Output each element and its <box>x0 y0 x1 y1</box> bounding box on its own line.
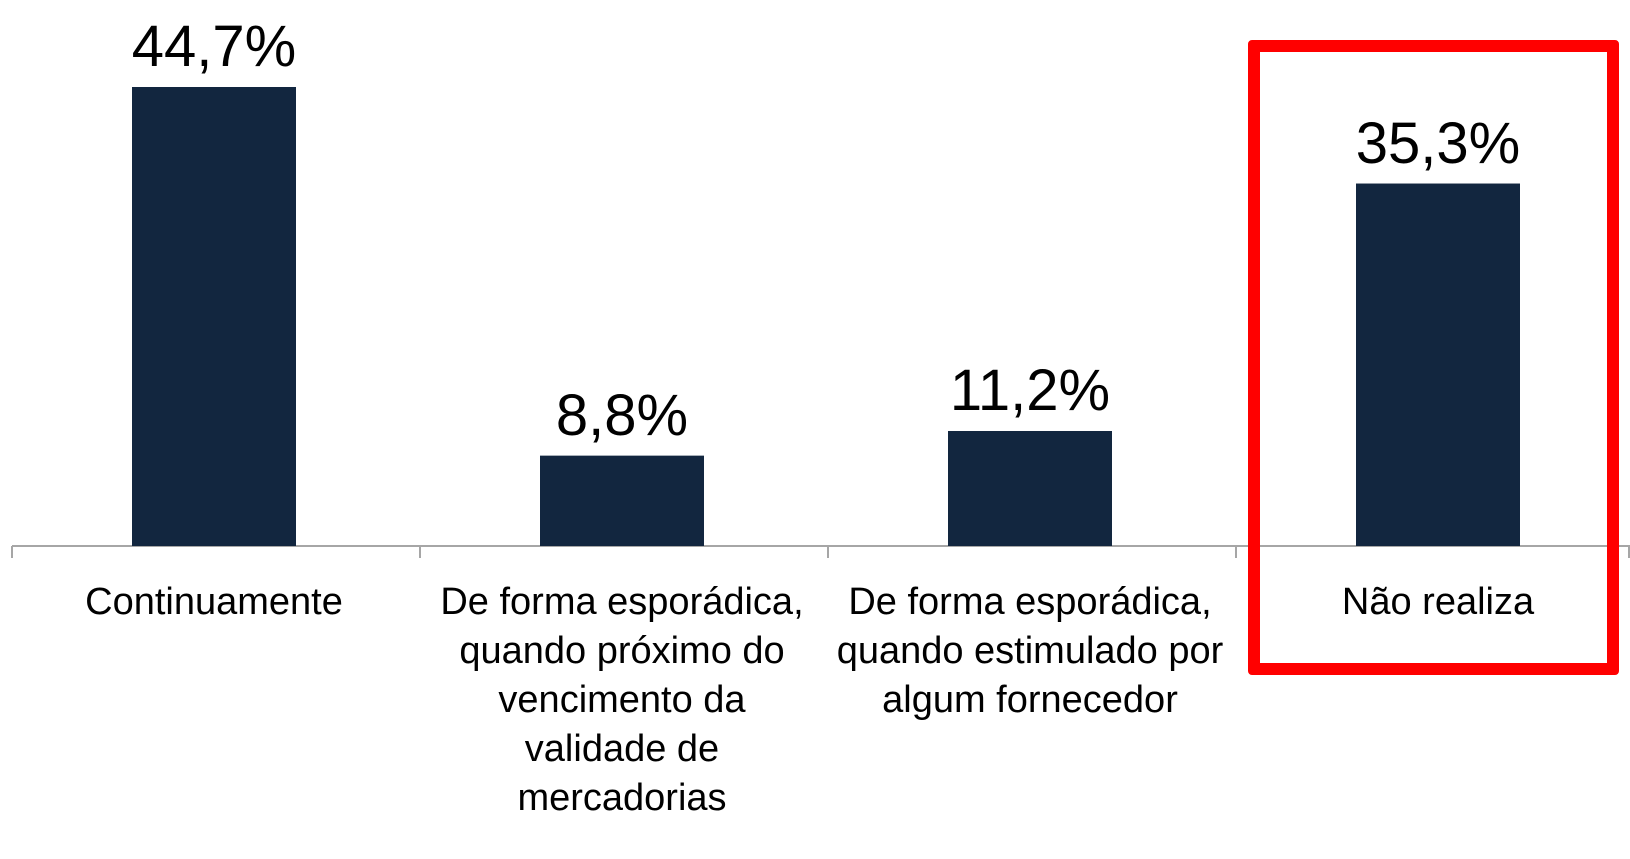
value-label: 35,3% <box>1355 110 1521 176</box>
bar <box>540 455 704 546</box>
bar <box>132 87 296 546</box>
x-tick-label: Não realiza <box>1341 581 1535 623</box>
highlight-box <box>1248 40 1619 675</box>
bar <box>948 430 1112 546</box>
x-tick-label: Continuamente <box>85 581 343 623</box>
x-tick-label: De forma esporádica, quando próximo do v… <box>440 581 804 819</box>
value-label: 8,8% <box>555 382 689 448</box>
value-label: 11,2% <box>949 357 1111 423</box>
bar <box>1356 183 1520 546</box>
x-tick-label: De forma esporádica, quando estimulado p… <box>836 581 1224 721</box>
value-label: 44,7% <box>131 14 297 79</box>
